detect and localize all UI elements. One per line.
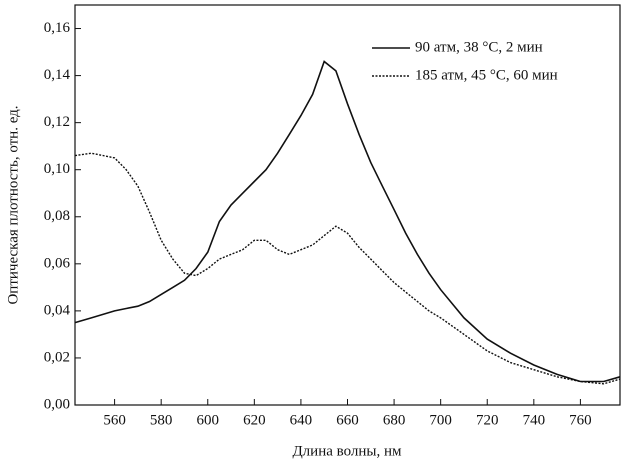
y-tick-label: 0,08 [44, 208, 70, 224]
x-tick-label: 660 [336, 412, 359, 428]
series-line [74, 60, 621, 383]
x-tick-label: 740 [523, 412, 546, 428]
x-tick-label: 620 [243, 412, 266, 428]
legend-label: 185 атм, 45 °C, 60 мин [415, 67, 558, 83]
y-tick-label: 0,10 [44, 161, 70, 177]
y-tick-label: 0,04 [44, 302, 71, 318]
plot-frame [74, 4, 621, 406]
y-tick-label: 0,02 [44, 349, 70, 365]
x-tick-label: 640 [290, 412, 313, 428]
y-tick-label: 0,12 [44, 114, 70, 130]
x-tick-label: 720 [476, 412, 499, 428]
x-tick-label: 680 [383, 412, 406, 428]
x-tick-label: 700 [429, 412, 452, 428]
y-tick-label: 0,16 [44, 20, 71, 36]
series-line [74, 152, 621, 385]
y-tick-label: 0,06 [44, 255, 71, 271]
x-tick-label: 760 [569, 412, 592, 428]
y-tick-label: 0,00 [44, 396, 70, 412]
legend-label: 90 атм, 38 °C, 2 мин [415, 39, 543, 55]
x-tick-label: 560 [103, 412, 126, 428]
x-axis-title: Длина волны, нм [292, 443, 402, 459]
y-tick-label: 0,14 [44, 67, 71, 83]
y-axis-title: Оптическая плотность, отн. ед. [5, 105, 21, 304]
x-tick-label: 600 [197, 412, 220, 428]
x-tick-label: 580 [150, 412, 173, 428]
